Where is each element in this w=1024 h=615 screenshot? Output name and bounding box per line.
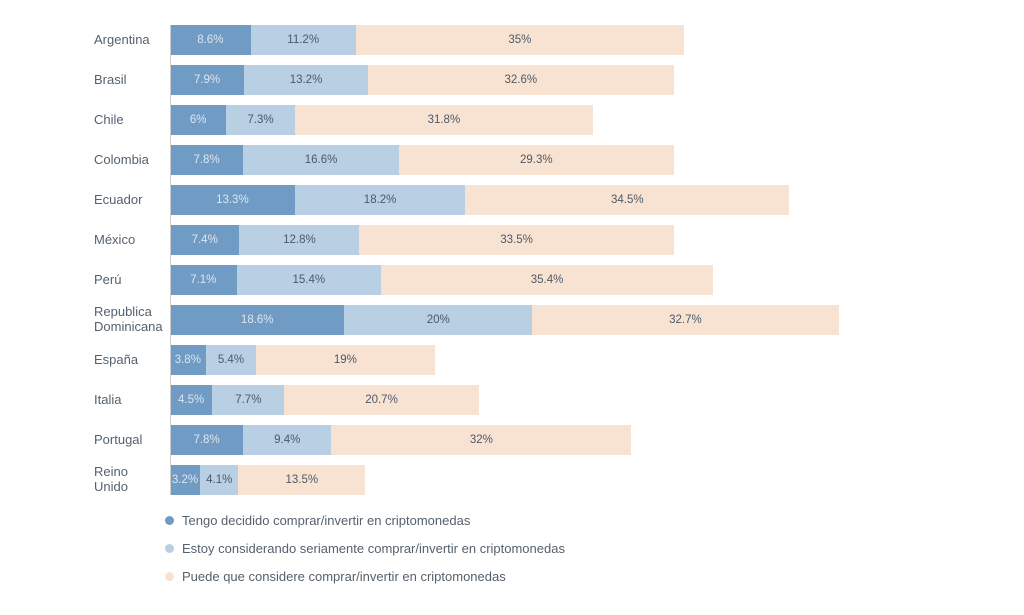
bar-segment-decided: 18.6% bbox=[170, 305, 345, 335]
chart-row: Reino Unido 3.2% 4.1% 13.5% bbox=[0, 464, 1024, 495]
bar-segment-decided: 8.6% bbox=[170, 25, 251, 55]
bar-segment-considering: 7.3% bbox=[226, 105, 295, 135]
legend-dot-considering-icon bbox=[165, 544, 174, 553]
bar-segment-considering: 20% bbox=[344, 305, 533, 335]
country-label: Reino Unido bbox=[94, 464, 128, 494]
bar-segment-decided: 13.3% bbox=[170, 185, 295, 215]
country-label: España bbox=[94, 351, 139, 367]
bar-segment-maybe: 32.7% bbox=[532, 305, 839, 335]
bar-segment-decided: 7.4% bbox=[170, 225, 240, 255]
chart-row: Ecuador 13.3% 18.2% 34.5% bbox=[0, 185, 1024, 215]
chart-row: Brasil 7.9% 13.2% 32.6% bbox=[0, 65, 1024, 95]
bar-segment-considering: 15.4% bbox=[236, 265, 382, 295]
bar-segment-decided: 7.8% bbox=[170, 425, 244, 455]
bar-segment-maybe: 35.4% bbox=[381, 265, 714, 295]
bar-segment-maybe: 13.5% bbox=[238, 465, 366, 495]
legend-item-decided: Tengo decidido comprar/invertir en cript… bbox=[165, 513, 1024, 528]
country-label: Chile bbox=[94, 111, 124, 127]
chart-row: México 7.4% 12.8% 33.5% bbox=[0, 225, 1024, 255]
bar-segment-decided: 3.8% bbox=[170, 345, 206, 375]
bar-stack: 7.4% 12.8% 33.5% bbox=[170, 225, 674, 255]
chart-row: Italia 4.5% 7.7% 20.7% bbox=[0, 385, 1024, 415]
bar-stack: 7.8% 16.6% 29.3% bbox=[170, 145, 674, 175]
bar-stack: 6% 7.3% 31.8% bbox=[170, 105, 594, 135]
country-label: Brasil bbox=[94, 71, 127, 87]
bar-segment-considering: 9.4% bbox=[243, 425, 332, 455]
bar-stack: 7.8% 9.4% 32% bbox=[170, 425, 632, 455]
bar-segment-decided: 3.2% bbox=[170, 465, 201, 495]
bar-segment-decided: 7.8% bbox=[170, 145, 244, 175]
bar-segment-maybe: 19% bbox=[256, 345, 435, 375]
bar-segment-maybe: 34.5% bbox=[465, 185, 790, 215]
chart-row: Perú 7.1% 15.4% 35.4% bbox=[0, 265, 1024, 295]
country-label: México bbox=[94, 231, 136, 247]
chart-row: Colombia 7.8% 16.6% 29.3% bbox=[0, 145, 1024, 175]
chart-row: Republica Dominicana 18.6% 20% 32.7% bbox=[0, 304, 1024, 335]
country-label: Republica Dominicana bbox=[94, 304, 163, 334]
bar-segment-maybe: 32.6% bbox=[367, 65, 674, 95]
bar-stack: 8.6% 11.2% 35% bbox=[170, 25, 684, 55]
bar-segment-considering: 4.1% bbox=[200, 465, 239, 495]
legend-label-considering: Estoy considerando seriamente comprar/in… bbox=[182, 541, 565, 556]
chart-row: Argentina 8.6% 11.2% 35% bbox=[0, 25, 1024, 55]
legend-label-decided: Tengo decidido comprar/invertir en cript… bbox=[182, 513, 471, 528]
bar-stack: 4.5% 7.7% 20.7% bbox=[170, 385, 479, 415]
country-label: Portugal bbox=[94, 431, 143, 447]
legend-item-considering: Estoy considerando seriamente comprar/in… bbox=[165, 541, 1024, 556]
bar-segment-decided: 7.9% bbox=[170, 65, 245, 95]
bar-segment-maybe: 31.8% bbox=[294, 105, 594, 135]
chart-rows: Argentina 8.6% 11.2% 35% Brasil 7.9% 13.2% 32.6… bbox=[0, 25, 1024, 495]
country-label: Italia bbox=[94, 391, 122, 407]
bar-stack: 3.2% 4.1% 13.5% bbox=[170, 465, 366, 495]
bar-segment-considering: 13.2% bbox=[244, 65, 368, 95]
bar-segment-considering: 11.2% bbox=[250, 25, 356, 55]
bar-segment-maybe: 32% bbox=[331, 425, 632, 455]
bar-segment-considering: 18.2% bbox=[294, 185, 466, 215]
bar-segment-considering: 16.6% bbox=[243, 145, 399, 175]
legend-dot-maybe-icon bbox=[165, 572, 174, 581]
bar-segment-maybe: 29.3% bbox=[398, 145, 674, 175]
legend-label-maybe: Puede que considere comprar/invertir en … bbox=[182, 569, 506, 584]
chart-row: España 3.8% 5.4% 19% bbox=[0, 345, 1024, 375]
bar-segment-maybe: 33.5% bbox=[359, 225, 674, 255]
chart-row: Chile 6% 7.3% 31.8% bbox=[0, 105, 1024, 135]
bar-segment-considering: 7.7% bbox=[212, 385, 285, 415]
country-label: Perú bbox=[94, 271, 122, 287]
bar-stack: 7.1% 15.4% 35.4% bbox=[170, 265, 714, 295]
country-label: Ecuador bbox=[94, 191, 143, 207]
legend-dot-decided-icon bbox=[165, 516, 174, 525]
bar-segment-decided: 4.5% bbox=[170, 385, 213, 415]
bar-stack: 7.9% 13.2% 32.6% bbox=[170, 65, 674, 95]
bar-segment-maybe: 35% bbox=[355, 25, 684, 55]
bar-segment-considering: 12.8% bbox=[239, 225, 360, 255]
country-label: Argentina bbox=[94, 31, 150, 47]
chart-legend: Tengo decidido comprar/invertir en cript… bbox=[165, 513, 1024, 584]
bar-stack: 13.3% 18.2% 34.5% bbox=[170, 185, 790, 215]
bar-segment-decided: 7.1% bbox=[170, 265, 237, 295]
country-label: Colombia bbox=[94, 151, 149, 167]
bar-stack: 18.6% 20% 32.7% bbox=[170, 305, 839, 335]
bar-segment-maybe: 20.7% bbox=[284, 385, 479, 415]
bar-segment-decided: 6% bbox=[170, 105, 227, 135]
bar-stack: 3.8% 5.4% 19% bbox=[170, 345, 435, 375]
chart-row: Portugal 7.8% 9.4% 32% bbox=[0, 425, 1024, 455]
legend-item-maybe: Puede que considere comprar/invertir en … bbox=[165, 569, 1024, 584]
bar-segment-considering: 5.4% bbox=[205, 345, 257, 375]
